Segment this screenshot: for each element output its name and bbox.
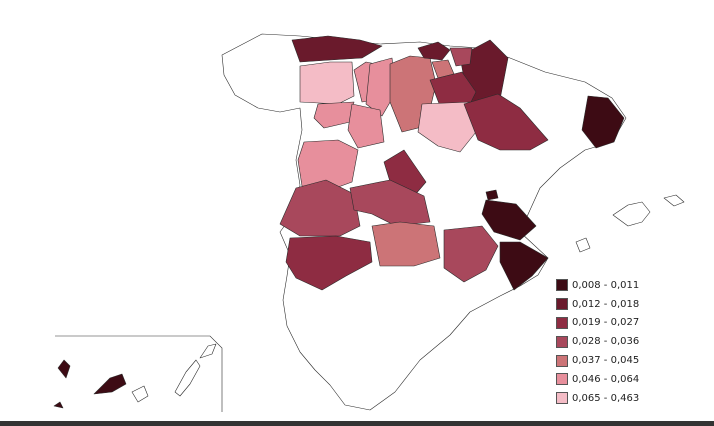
prov-burgos <box>365 57 397 117</box>
canary-inset-frame <box>55 335 223 412</box>
legend-item: 0,037 - 0,045 <box>556 351 639 370</box>
legend-swatch <box>556 298 568 311</box>
legend-swatch <box>556 392 568 405</box>
legend-item: 0,019 - 0,027 <box>556 314 639 333</box>
legend-swatch <box>556 335 568 348</box>
legend-label: 0,046 - 0,064 <box>572 373 640 385</box>
prov-ciudadreal <box>371 221 441 267</box>
la-palma <box>57 359 71 379</box>
legend-label: 0,037 - 0,045 <box>572 355 640 367</box>
legend-label: 0,012 - 0,018 <box>572 298 640 310</box>
prov-badajoz <box>285 235 373 291</box>
lanzarote <box>199 343 217 359</box>
fuerteventura <box>174 359 201 397</box>
prov-salamanca <box>297 139 359 191</box>
prov-gipuzkoa <box>417 41 451 61</box>
ibiza <box>575 237 591 253</box>
map-legend: 0,008 - 0,011 0,012 - 0,018 0,019 - 0,02… <box>556 276 639 408</box>
prov-albacete <box>443 225 499 283</box>
prov-larioja <box>429 71 477 107</box>
prov-leon <box>299 61 355 105</box>
menorca <box>663 194 685 207</box>
prov-asturias <box>291 35 383 63</box>
legend-label: 0,028 - 0,036 <box>572 336 640 348</box>
prov-barcelona <box>581 95 625 149</box>
prov-zamora <box>313 101 355 129</box>
legend-item: 0,028 - 0,036 <box>556 332 639 351</box>
legend-item: 0,046 - 0,064 <box>556 370 639 389</box>
prov-valladolid <box>347 103 385 149</box>
legend-item: 0,012 - 0,018 <box>556 295 639 314</box>
bottom-border-bar <box>0 421 714 426</box>
legend-label: 0,065 - 0,463 <box>572 392 640 404</box>
legend-item: 0,065 - 0,463 <box>556 389 639 408</box>
prov-alicante <box>499 241 549 291</box>
mallorca <box>612 201 651 227</box>
prov-castellon <box>485 189 499 201</box>
tenerife <box>93 373 127 395</box>
legend-item: 0,008 - 0,011 <box>556 276 639 295</box>
prov-caceres <box>279 179 361 237</box>
legend-label: 0,019 - 0,027 <box>572 317 640 329</box>
prov-huesca-small <box>449 47 473 67</box>
el-hierro <box>53 401 64 409</box>
gran-canaria <box>131 385 149 403</box>
legend-swatch <box>556 354 568 367</box>
legend-swatch <box>556 279 568 292</box>
prov-zaragoza <box>463 93 549 151</box>
legend-swatch <box>556 373 568 386</box>
legend-label: 0,008 - 0,011 <box>572 279 640 291</box>
prov-valencia <box>481 199 537 241</box>
legend-swatch <box>556 316 568 329</box>
